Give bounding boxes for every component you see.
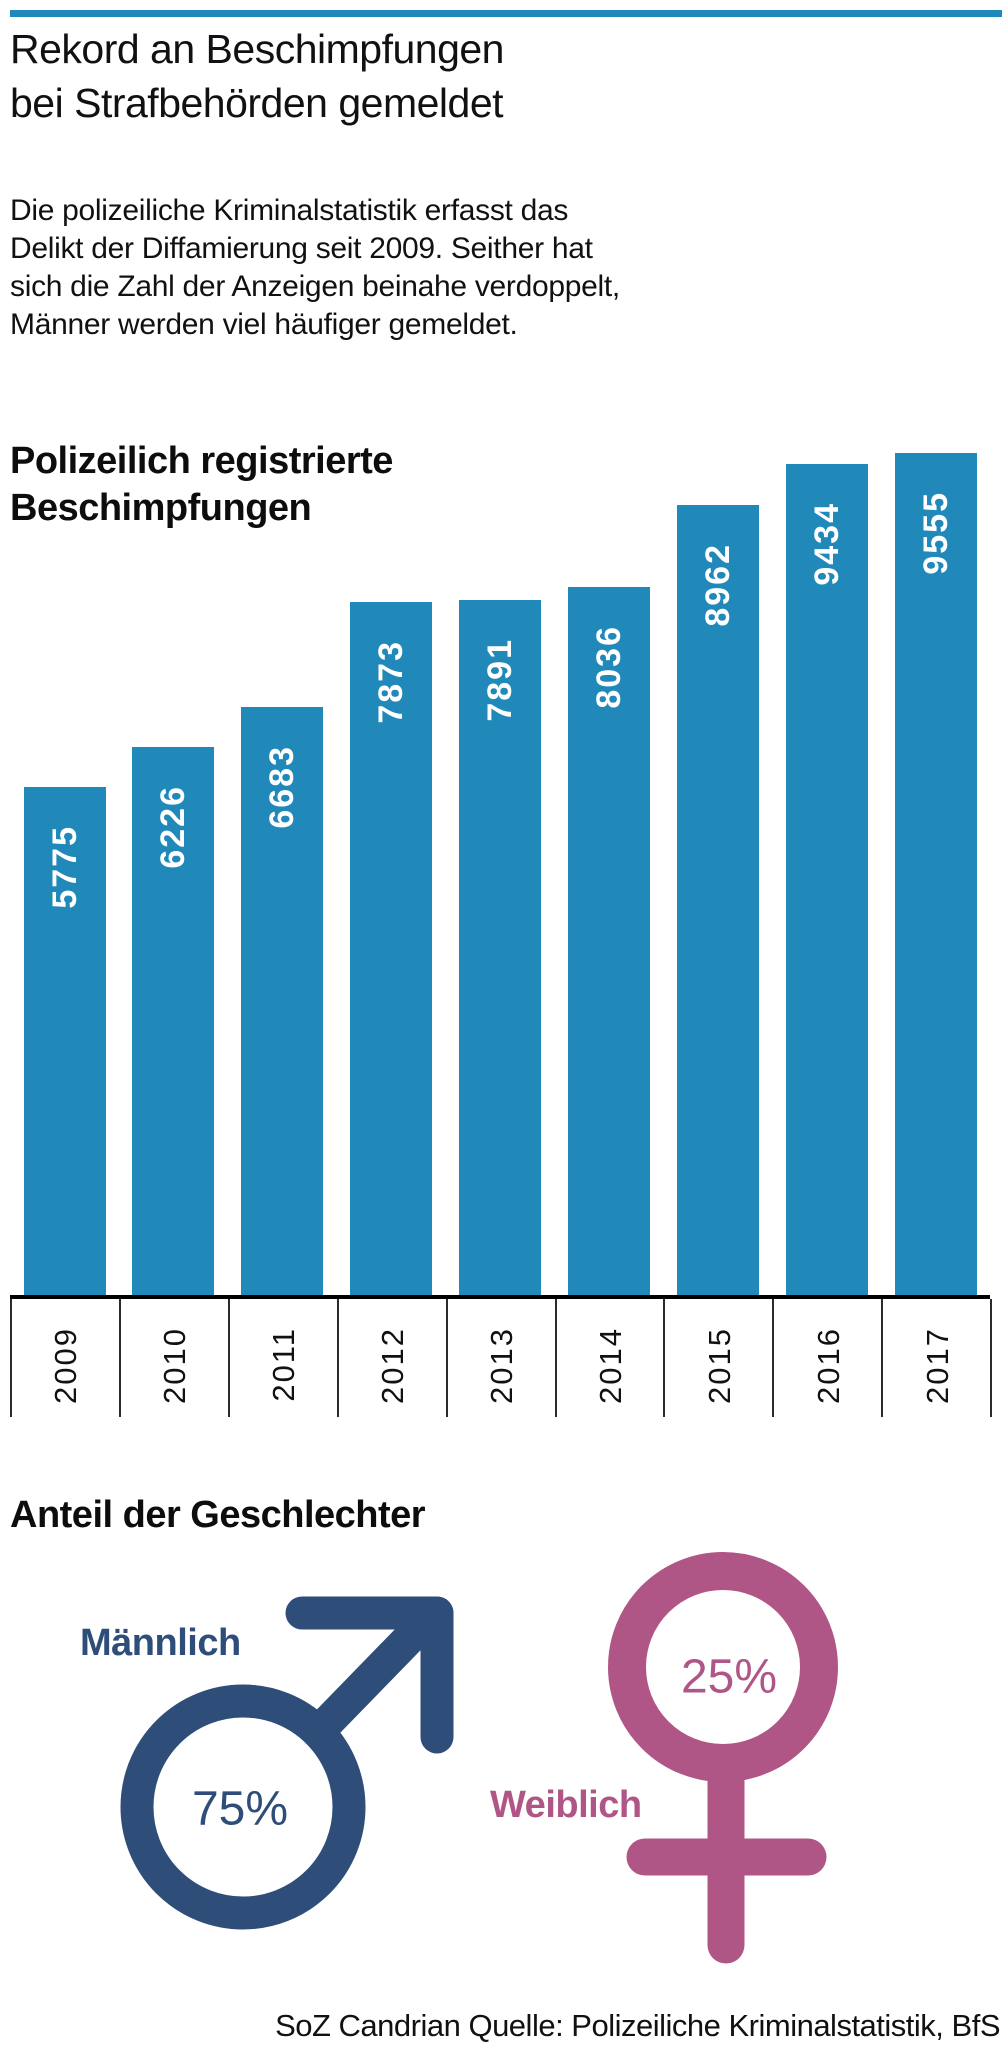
bar-value-label: 7873: [372, 640, 411, 724]
x-axis-cell-2009: 2009: [10, 1299, 121, 1417]
x-axis-cell-2010: 2010: [118, 1299, 230, 1417]
x-axis-tick-label: 2015: [701, 1327, 737, 1404]
bar-value-label: 8962: [698, 543, 737, 627]
bar-2016: 9434: [785, 464, 868, 1297]
x-axis-cell-2013: 2013: [445, 1299, 557, 1417]
x-axis-tick-label: 2012: [375, 1327, 411, 1404]
bar-chart: 5775 6226 6683 7873 7891 8036 8962 9434 9555: [10, 453, 990, 1297]
bar-2012: 7873: [350, 602, 433, 1297]
female-percentage: 25%: [680, 1650, 778, 1704]
bar-2014: 8036: [568, 587, 650, 1297]
x-axis-band: 2009 2010 2011 2012 2013 2014 2015 2016 2017: [10, 1299, 992, 1417]
page-title-line1: Rekord an Beschimpfungen: [10, 26, 504, 72]
intro-line: Männer werden viel häufiger gemeldet.: [10, 308, 518, 341]
intro-line: Delikt der Diffamierung seit 2009. Seith…: [10, 232, 593, 265]
x-axis-tick-label: 2009: [48, 1327, 84, 1404]
x-axis-cell-2017: 2017: [881, 1299, 992, 1417]
intro-line: sich die Zahl der Anzeigen beinahe verdo…: [10, 270, 620, 303]
male-symbol-icon: [120, 1596, 454, 1930]
page-title-line2: bei Strafbehörden gemeldet: [10, 80, 504, 126]
bar-2009: 5775: [23, 787, 106, 1297]
chart-title: Polizeilich registrierte Beschimpfungen: [10, 438, 393, 532]
x-axis-cell-2014: 2014: [554, 1299, 666, 1417]
chart-title-line1: Polizeilich registrierte: [10, 440, 393, 482]
bar-value-label: 6226: [154, 785, 193, 869]
x-axis-tick-label: 2014: [592, 1327, 628, 1404]
x-axis-tick-label: 2010: [157, 1327, 193, 1404]
female-symbol-icon: [608, 1552, 838, 1964]
x-axis-cell-2011: 2011: [227, 1299, 339, 1417]
x-axis-cell-2015: 2015: [663, 1299, 774, 1417]
x-axis-tick-label: 2017: [919, 1327, 955, 1404]
male-label: Männlich: [80, 1622, 241, 1664]
bar-2010: 6226: [132, 747, 215, 1297]
female-label: Weiblich: [490, 1784, 642, 1826]
x-axis-tick-label: 2013: [484, 1327, 520, 1404]
page-title: Rekord an Beschimpfungen bei Strafbehörd…: [10, 22, 504, 130]
bar-2017: 9555: [894, 453, 977, 1297]
intro-line: Die polizeiliche Kriminalstatistik erfas…: [10, 194, 569, 227]
bar-value-label: 9434: [807, 502, 846, 586]
bar-value-label: 9555: [916, 491, 955, 575]
male-percentage: 75%: [191, 1782, 289, 1836]
bar-2015: 8962: [676, 505, 759, 1297]
male-symbol-shaft: [301, 1605, 442, 1749]
bar-value-label: 8036: [590, 625, 628, 709]
chart-title-line2: Beschimpfungen: [10, 487, 312, 529]
bar-value-label: 5775: [45, 825, 84, 909]
x-axis-tick-label: 2016: [810, 1327, 846, 1404]
bar-value-label: 7891: [481, 638, 520, 722]
intro-text: Die polizeiliche Kriminalstatistik erfas…: [10, 192, 620, 344]
x-axis-cell-2016: 2016: [772, 1299, 883, 1417]
x-axis-line: [10, 1295, 990, 1299]
gender-section-heading: Anteil der Geschlechter: [10, 1494, 426, 1536]
bar-2013: 7891: [459, 600, 542, 1297]
bar-2011: 6683: [241, 707, 324, 1297]
source-credit: SoZ Candrian Quelle: Polizeiliche Krimin…: [275, 2008, 1000, 2043]
male-symbol-circle: [120, 1684, 366, 1930]
x-axis-cell-2012: 2012: [336, 1299, 448, 1417]
accent-top-strip: [10, 10, 1002, 17]
bar-value-label: 6683: [263, 745, 302, 829]
x-axis-tick-label: 2011: [266, 1327, 302, 1402]
